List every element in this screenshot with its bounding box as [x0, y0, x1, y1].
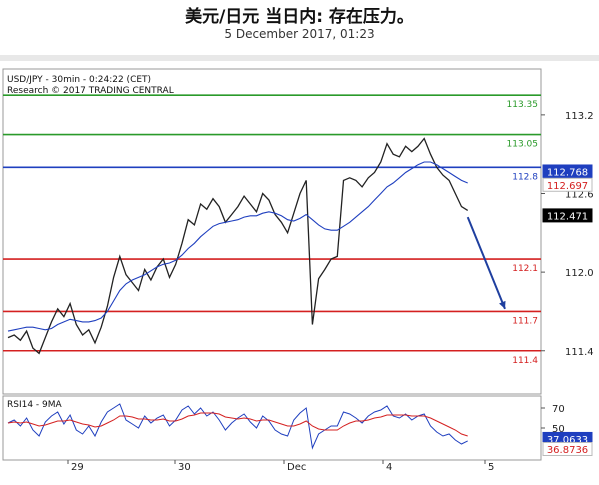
x-tick-label-2: Dec: [287, 462, 306, 473]
x-tick-label-0: 29: [71, 462, 84, 473]
rsi-label: RSI14 - 9MA: [7, 400, 63, 410]
research-label: Research © 2017 TRADING CENTRAL: [7, 86, 174, 96]
price-badge-label-0: 112.768: [547, 167, 588, 178]
level-label-3: 112.1: [512, 264, 538, 274]
price-badge-1: [542, 177, 593, 192]
price-badge-label-1: 112.697: [547, 181, 588, 192]
rsi-badge-label-0: 37.0633: [547, 435, 588, 446]
rsi-panel: [2, 395, 542, 461]
x-tick-label-1: 30: [178, 462, 191, 473]
x-tick-label-4: 5: [488, 462, 494, 473]
page-subtitle: 5 December 2017, 01:23: [224, 27, 375, 41]
page-title: 美元/日元 当日内: 存在压力。: [185, 7, 414, 27]
rsi-tick-label-1: 50: [552, 424, 565, 435]
header-divider: [0, 55, 599, 61]
price-badge-2: [542, 208, 593, 223]
level-label-2: 112.8: [512, 172, 538, 182]
price-series-0: [7, 137, 469, 355]
rsi-badge-label-1: 36.8736: [547, 445, 588, 456]
price-tick-label-2: 112.0: [565, 268, 594, 279]
level-label-5: 111.4: [512, 356, 538, 366]
rsi-tick-label-0: 70: [552, 404, 565, 415]
projection-arrow-line: [466, 216, 506, 310]
x-tick-label-3: 4: [386, 462, 392, 473]
price-panel: [2, 68, 542, 395]
projection-arrow-head: [499, 300, 506, 309]
price-series-1: [7, 161, 468, 332]
rsi-series-0: [7, 403, 468, 450]
price-badge-label-2: 112.471: [547, 211, 588, 222]
price-tick-label-0: 113.2: [565, 111, 594, 122]
price-tick-label-1: 112.6: [565, 189, 594, 200]
price-tick-label-3: 111.4: [565, 347, 594, 358]
instrument-label: USD/JPY - 30min - 0:24:22 (CET): [7, 75, 151, 85]
level-label-0: 113.35: [507, 100, 539, 110]
rsi-series-1: [7, 412, 468, 437]
level-label-1: 113.05: [507, 140, 539, 150]
level-label-4: 111.7: [512, 316, 538, 326]
rsi-badge-1: [542, 442, 593, 456]
